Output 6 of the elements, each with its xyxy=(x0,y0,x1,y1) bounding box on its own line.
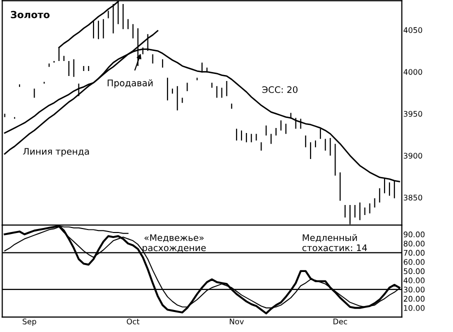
text: Золото xyxy=(10,10,50,18)
annotation: Линия тренда xyxy=(23,148,89,157)
annotation: Продавай xyxy=(108,79,153,88)
annotation: ЭСС: 20 xyxy=(262,86,298,94)
annotation: Медленный стохастик: 14 xyxy=(302,234,367,252)
annotation: «Медвежье» расхождение xyxy=(142,234,206,253)
